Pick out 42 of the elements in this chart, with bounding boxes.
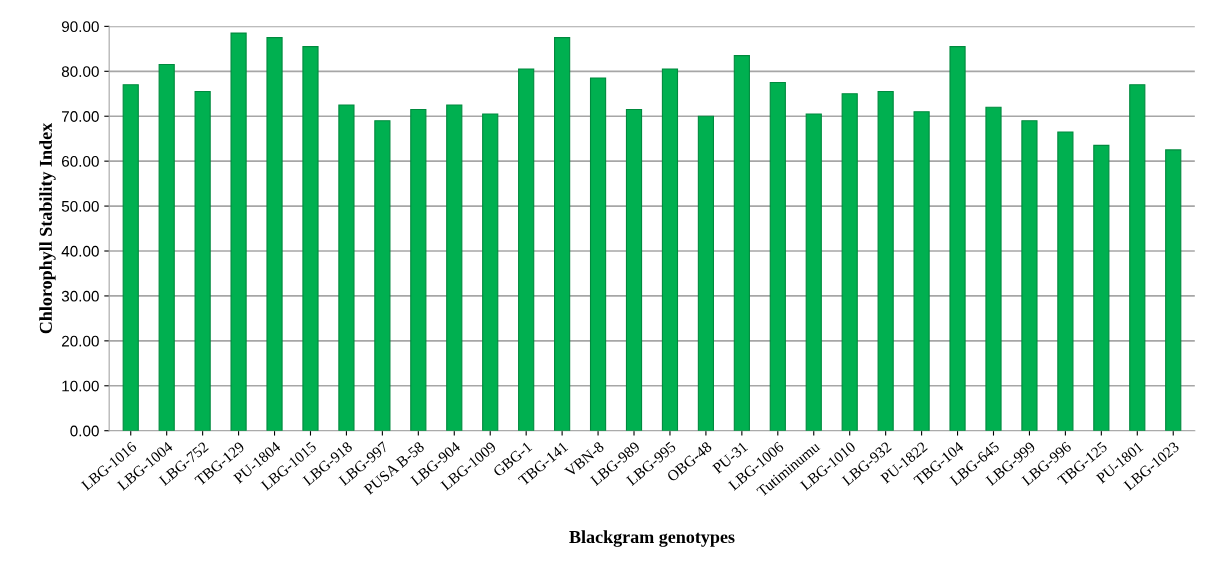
- x-axis-title: Blackgram genotypes: [569, 530, 735, 547]
- bar: [733, 55, 750, 431]
- bar: [625, 108, 643, 431]
- y-axis-title: Chlorophyll Stability Index: [39, 122, 56, 334]
- bar: [554, 37, 571, 431]
- bar: [158, 64, 175, 431]
- bar: [1057, 131, 1074, 431]
- bar: [913, 111, 930, 431]
- y-tick-label: 0.00: [70, 425, 99, 437]
- bar: [877, 90, 894, 431]
- bar: [446, 104, 463, 431]
- y-tick-label: 10.00: [62, 380, 99, 392]
- bar: [1129, 84, 1146, 431]
- bar: [194, 90, 211, 431]
- bar: [302, 46, 319, 431]
- y-tick-label: 90.00: [61, 21, 99, 33]
- y-tick-label: 60.00: [62, 156, 99, 167]
- y-tick-label: 70.00: [62, 111, 99, 122]
- bar: [1021, 120, 1038, 431]
- bar: [338, 104, 355, 431]
- bar: [985, 106, 1002, 431]
- bar: [374, 120, 391, 431]
- bar: [410, 108, 427, 431]
- y-tick-label: 20.00: [61, 335, 99, 347]
- bar: [1093, 144, 1110, 431]
- bar: [769, 81, 786, 431]
- bar: [230, 32, 247, 431]
- bar: [661, 68, 679, 431]
- bar: [1165, 149, 1182, 431]
- bar: [482, 113, 499, 431]
- y-tick-label: 50.00: [61, 200, 99, 212]
- bar: [266, 37, 283, 431]
- bar: [841, 93, 858, 431]
- bar: [805, 113, 822, 431]
- bar: [697, 115, 715, 431]
- y-tick-label: 40.00: [61, 245, 99, 257]
- bar: [949, 46, 966, 431]
- bar: [122, 84, 139, 431]
- y-tick-label: 80.00: [61, 66, 99, 77]
- y-tick-label: 30.00: [61, 290, 99, 302]
- bar: [589, 77, 607, 431]
- bar: [518, 68, 535, 431]
